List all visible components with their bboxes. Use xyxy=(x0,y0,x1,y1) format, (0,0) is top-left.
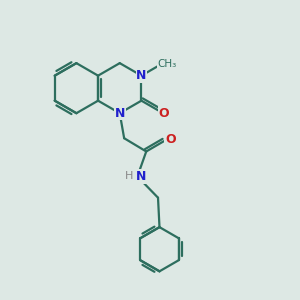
Text: N: N xyxy=(115,107,125,120)
Text: N: N xyxy=(136,170,146,183)
Text: N: N xyxy=(136,69,147,82)
Text: CH₃: CH₃ xyxy=(158,59,177,69)
Text: O: O xyxy=(165,133,176,146)
Text: O: O xyxy=(158,107,169,120)
Text: H: H xyxy=(125,172,133,182)
